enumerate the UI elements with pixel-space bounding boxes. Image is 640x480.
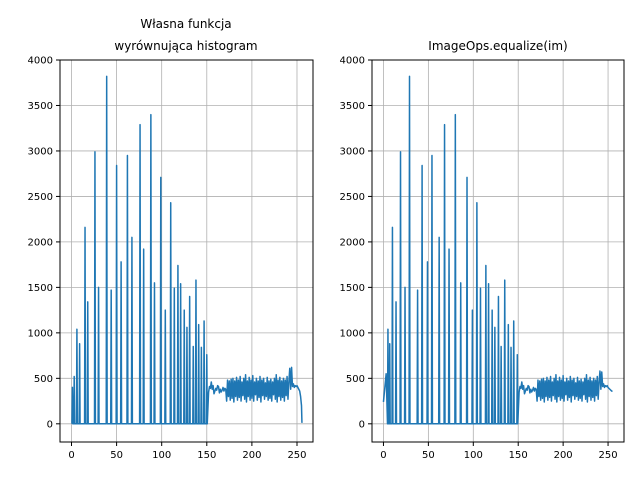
left-series-line [71,75,303,425]
left-y-tick-label-1000: 1000 [28,328,53,339]
left-x-tick-label-50: 50 [110,450,123,461]
left-x-tick-label-250: 250 [287,450,306,461]
left-y-tick-label-2500: 2500 [28,192,53,203]
left-x-tick-label-150: 150 [197,450,216,461]
left-subplot: Własna funkcja wyrównująca histogram 0 50… [28,17,314,461]
right-x-tick-label-150: 150 [509,450,528,461]
right-y-tick-label-500: 500 [346,374,365,385]
left-title-line-1: Własna funkcja [140,17,231,31]
left-x-tick-label-200: 200 [242,450,261,461]
left-x-tick-label-100: 100 [152,450,171,461]
left-y-tick-label-3500: 3500 [28,101,53,112]
right-series-line [382,75,613,425]
left-y-tick-label-3000: 3000 [28,146,53,157]
right-x-tick-label-0: 0 [380,450,386,461]
right-x-tick-label-250: 250 [599,450,618,461]
right-y-tick-label-1500: 1500 [340,283,365,294]
left-y-tick-label-500: 500 [34,374,53,385]
right-y-tick-label-2500: 2500 [340,192,365,203]
right-x-tick-label-200: 200 [554,450,573,461]
left-y-tick-label-0: 0 [47,419,53,430]
right-title: ImageOps.equalize(im) [428,39,567,53]
right-axes-frame [371,59,625,443]
right-y-tick-label-3500: 3500 [340,101,365,112]
right-subplot: ImageOps.equalize(im) 0 50 100 150 200 250050… [340,39,625,461]
right-y-tick-label-0: 0 [359,419,365,430]
right-y-tick-label-4000: 4000 [340,56,365,67]
left-axes-frame [59,59,314,443]
right-y-tick-label-3000: 3000 [340,146,365,157]
left-title-line-2: wyrównująca histogram [114,39,257,53]
left-y-tick-label-2000: 2000 [28,237,53,248]
left-y-tick-label-4000: 4000 [28,56,53,67]
right-y-tick-label-1000: 1000 [340,328,365,339]
right-x-tick-label-50: 50 [422,450,435,461]
left-x-tick-label-0: 0 [68,450,74,461]
right-x-tick-label-100: 100 [464,450,483,461]
left-y-tick-label-1500: 1500 [28,283,53,294]
right-y-tick-label-2000: 2000 [340,237,365,248]
